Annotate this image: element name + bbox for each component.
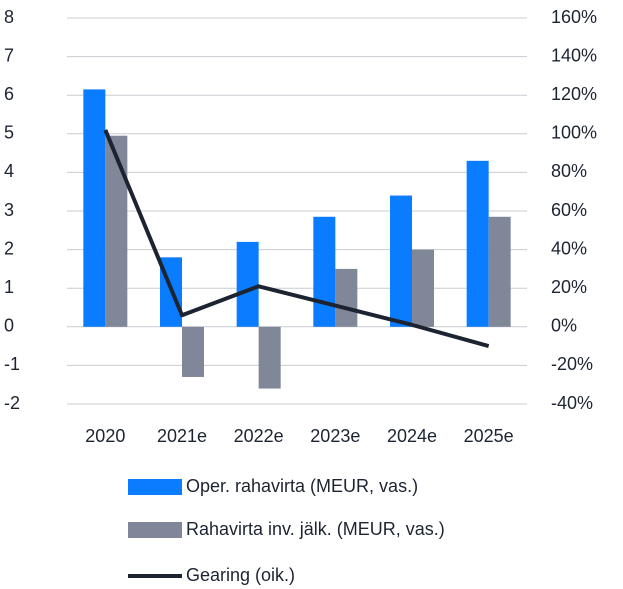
legend-label: Gearing (oik.) <box>186 565 295 585</box>
bar <box>390 195 412 327</box>
y2-tick-label: -20% <box>551 354 593 374</box>
line-series <box>103 129 490 349</box>
y-tick-label: 0 <box>4 316 14 336</box>
y2-tick-label: 0% <box>551 316 577 336</box>
bar <box>466 160 489 327</box>
y2-tick-label: 60% <box>551 200 587 220</box>
x-tick-label: 2020 <box>85 426 125 446</box>
bar <box>313 216 336 327</box>
bar <box>236 241 259 327</box>
y-tick-label: 2 <box>4 238 14 258</box>
x-tick-label: 2025e <box>464 426 514 446</box>
legend-label: Oper. rahavirta (MEUR, vas.) <box>186 476 418 496</box>
bar <box>258 326 281 389</box>
y-tick-label: 5 <box>4 123 14 143</box>
y-tick-label: 8 <box>4 7 14 27</box>
y2-tick-label: -40% <box>551 393 593 413</box>
bar <box>83 89 106 327</box>
bar <box>335 268 358 327</box>
y2-tick-label: 100% <box>551 123 597 143</box>
x-tick-label: 2022e <box>234 426 284 446</box>
y2-tick-label: 140% <box>551 45 597 65</box>
bar <box>488 216 511 327</box>
legend-swatch <box>128 522 182 538</box>
y2-tick-label: 20% <box>551 277 587 297</box>
legend-label: Rahavirta inv. jälk. (MEUR, vas.) <box>186 519 445 539</box>
bar <box>412 249 434 327</box>
y-tick-label: -2 <box>4 393 20 413</box>
y-tick-label: 4 <box>4 161 14 181</box>
x-tick-label: 2023e <box>310 426 360 446</box>
y2-tick-label: 80% <box>551 161 587 181</box>
y2-tick-label: 160% <box>551 7 597 27</box>
y-tick-label: 3 <box>4 200 14 220</box>
legend-swatch <box>128 479 182 495</box>
bar <box>182 326 204 377</box>
y2-tick-label: 40% <box>551 238 587 258</box>
y-tick-label: 1 <box>4 277 14 297</box>
y-tick-label: -1 <box>4 354 20 374</box>
x-tick-label: 2021e <box>157 426 207 446</box>
y-tick-label: 6 <box>4 84 14 104</box>
bar <box>105 135 128 327</box>
x-tick-label: 2024e <box>387 426 437 446</box>
y-tick-label: 7 <box>4 45 14 65</box>
y2-tick-label: 120% <box>551 84 597 104</box>
